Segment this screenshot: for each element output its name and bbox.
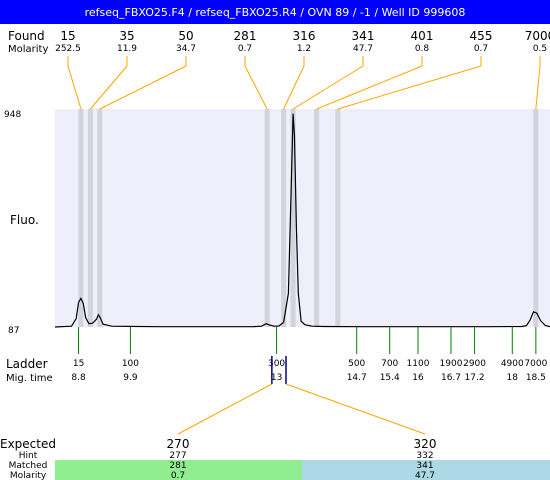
matched-value: 281 [169, 461, 186, 471]
ladder-mig-time-label: 16.7 [441, 373, 461, 383]
found-size-label: 15 [60, 29, 75, 43]
ladder-size-label: 1100 [407, 359, 430, 369]
ladder-size-label: 500 [348, 359, 365, 369]
ladder-mig-time-label: 17.2 [465, 373, 485, 383]
found-leader-line [292, 65, 364, 110]
chart-title: refseq_FBXO25.F4 / refseq_FBXO25.R4 / OV… [85, 6, 466, 19]
molarity-row-label: Molarity [8, 44, 48, 55]
found-size-label: 316 [293, 29, 316, 43]
plot-area [55, 109, 550, 327]
ladder-size-label: 2900 [463, 359, 486, 369]
found-peak-band [533, 109, 539, 327]
found-molarity-label: 0.7 [474, 44, 488, 54]
title-bar [0, 0, 550, 24]
ladder-mig-time-label: 9.9 [123, 373, 138, 383]
ladder-mig-time-label: 13 [271, 373, 282, 383]
found-molarity-label: 0.8 [415, 44, 430, 54]
found-row-label: Found [8, 29, 45, 43]
matched-row-label: Matched [9, 461, 48, 471]
found-leader-line [99, 65, 187, 110]
found-peak-band [290, 109, 296, 327]
found-leader-line [316, 65, 423, 110]
ladder-size-label: 700 [381, 359, 398, 369]
ladder-mig-time-label: 18 [507, 373, 519, 383]
ladder-ticks [78, 327, 537, 354]
found-molarity-label: 0.5 [533, 44, 547, 54]
found-size-label: 281 [234, 29, 257, 43]
found-peak-band [87, 109, 93, 327]
found-molarity-label: 47.7 [353, 44, 373, 54]
matched-molarity-value: 47.7 [415, 471, 435, 480]
expected-size-label: 320 [414, 437, 437, 451]
found-leader-line [337, 65, 482, 110]
expected-leader-line [285, 383, 426, 435]
found-peak-band [314, 109, 320, 327]
found-molarity-label: 11.9 [117, 44, 137, 54]
found-leader-line [89, 65, 128, 110]
ladder-mig-time-label: 14.7 [347, 373, 367, 383]
ladder-mig-time-label: 18.5 [526, 373, 546, 383]
ladder-size-label: 100 [122, 359, 139, 369]
found-leader-line [535, 65, 541, 110]
ladder-row-label: Ladder [6, 357, 48, 371]
fluorescence-trace [54, 113, 550, 328]
bottom-molarity-row-label: Molarity [10, 471, 47, 480]
ladder-mig-time-label: 15.4 [380, 373, 400, 383]
hint-value: 277 [169, 451, 186, 461]
found-molarity-label: 252.5 [55, 44, 81, 54]
expected-size-label: 270 [167, 437, 190, 451]
ladder-size-label: 300 [268, 359, 285, 369]
mig-time-row-label: Mig. time [6, 373, 53, 384]
found-size-label: 7000 [525, 29, 550, 43]
found-peak-labels: 15252.53511.95034.72810.73161.234147.740… [55, 29, 550, 54]
expected-row-label: Expected [0, 437, 56, 451]
ladder-size-label: 7000 [524, 359, 547, 369]
ladder-size-label: 15 [73, 359, 84, 369]
hint-row-label: Hint [19, 451, 38, 461]
ladder-labels: 15 8.8 100 9.9 300 13 500 14.7 700 15.4 1100 16 1900… [71, 359, 547, 383]
matched-molarity-value: 0.7 [171, 471, 185, 480]
y-max-tick: 948 [4, 110, 21, 120]
ladder-size-label: 1900 [440, 359, 463, 369]
ladder-size-label: 4900 [501, 359, 524, 369]
matched-cell [302, 460, 550, 480]
hint-value: 332 [416, 451, 433, 461]
found-peak-band [97, 109, 103, 327]
ladder-mig-time-label: 8.8 [71, 373, 86, 383]
found-leader-line [283, 65, 305, 110]
found-peak-band [281, 109, 287, 327]
found-peak-band [78, 109, 84, 327]
found-size-label: 35 [119, 29, 134, 43]
found-size-label: 401 [411, 29, 434, 43]
y-min-tick: 87 [8, 326, 19, 336]
matched-value: 341 [416, 461, 433, 471]
found-peak-band [335, 109, 341, 327]
found-peak-leaders [67, 56, 541, 110]
matched-cell [55, 460, 302, 480]
found-molarity-label: 0.7 [238, 44, 252, 54]
found-size-label: 341 [352, 29, 375, 43]
found-molarity-label: 1.2 [297, 44, 311, 54]
expected-leader-line [177, 383, 273, 435]
found-molarity-label: 34.7 [176, 44, 196, 54]
found-peak-band [264, 109, 270, 327]
found-peak-bands [78, 109, 539, 327]
found-size-label: 50 [178, 29, 193, 43]
y-axis-label: Fluo. [10, 213, 39, 227]
found-leader-line [67, 65, 82, 110]
ladder-mig-time-label: 16 [412, 373, 424, 383]
found-leader-line [244, 65, 268, 110]
found-size-label: 455 [470, 29, 493, 43]
